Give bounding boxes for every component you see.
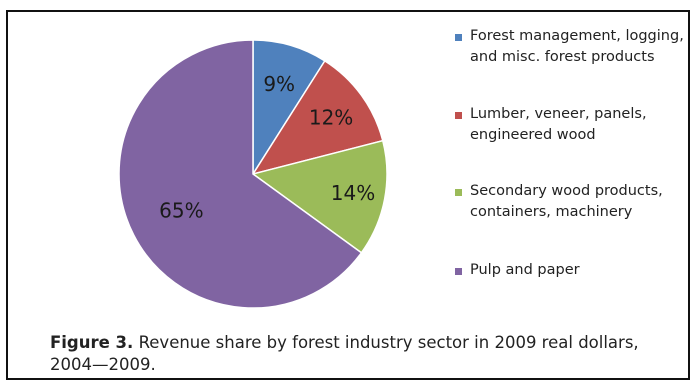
legend-label-secondary-wood: Secondary wood products, containers, mac…: [470, 183, 663, 220]
legend-label-lumber: Lumber, veneer, panels, engineered wood: [470, 106, 647, 143]
legend-label-pulp-and-paper: Pulp and paper: [470, 262, 580, 278]
pie-slice-secondary-wood: [251, 139, 388, 254]
caption-label: Figure 3.: [50, 333, 134, 352]
figure-border: [6, 10, 690, 380]
legend-swatch-forest-management: [455, 34, 462, 41]
legend-item-pulp-and-paper: Pulp and paper: [452, 260, 687, 281]
figure-caption: Figure 3. Revenue share by forest indust…: [50, 332, 680, 376]
legend-label-forest-management: Forest management, logging, and misc. fo…: [470, 28, 684, 65]
pie-slice-pulp-and-paper: [118, 39, 363, 309]
data-label-pulp-and-paper: 65%: [159, 199, 203, 223]
caption-text: Revenue share by forest industry sector …: [50, 333, 639, 374]
legend-swatch-secondary-wood: [455, 189, 462, 196]
data-label-lumber: 12%: [309, 105, 353, 129]
legend-item-secondary-wood: Secondary wood products, containers, mac…: [452, 181, 687, 223]
legend-item-forest-management: Forest management, logging, and misc. fo…: [452, 26, 687, 68]
legend-item-lumber: Lumber, veneer, panels, engineered wood: [452, 104, 687, 146]
data-label-forest-management: 9%: [263, 72, 295, 96]
pie-slice-lumber: [251, 59, 384, 176]
data-label-secondary-wood: 14%: [331, 181, 375, 205]
legend-swatch-pulp-and-paper: [455, 268, 462, 275]
legend-swatch-lumber: [455, 112, 462, 119]
